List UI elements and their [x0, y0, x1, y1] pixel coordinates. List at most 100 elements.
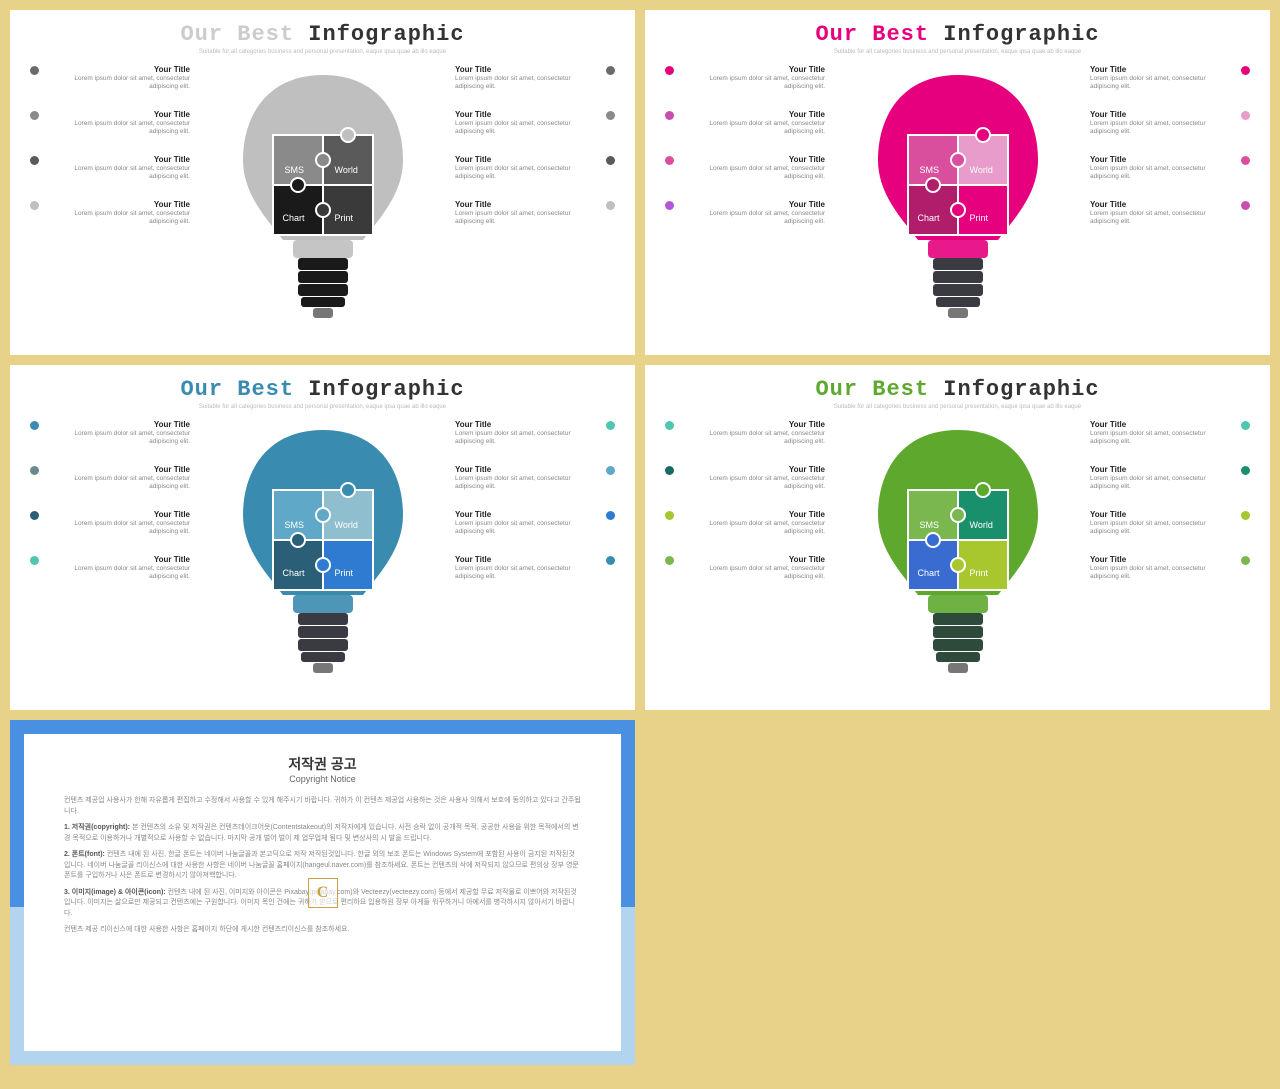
lightbulb-graphic: SMS World Chart Print: [223, 420, 423, 690]
info-item: Your Title Lorem ipsum dolor sit amet, c…: [455, 65, 615, 92]
item-body: Lorem ipsum dolor sit amet, consectetur …: [45, 120, 190, 137]
item-body: Lorem ipsum dolor sit amet, consectetur …: [680, 165, 825, 182]
item-title: Your Title: [455, 510, 600, 519]
item-title: Your Title: [680, 110, 825, 119]
bullet-dot: [606, 201, 615, 210]
bullet-dot: [665, 201, 674, 210]
info-item: Your Title Lorem ipsum dolor sit amet, c…: [30, 555, 190, 582]
item-body: Lorem ipsum dolor sit amet, consectetur …: [455, 75, 600, 92]
bullet-dot: [606, 421, 615, 430]
info-item: Your Title Lorem ipsum dolor sit amet, c…: [455, 200, 615, 227]
item-title: Your Title: [455, 555, 600, 564]
item-body: Lorem ipsum dolor sit amet, consectetur …: [455, 520, 600, 537]
bullet-dot: [665, 511, 674, 520]
puzzle-label: Chart: [918, 213, 940, 223]
item-body: Lorem ipsum dolor sit amet, consectetur …: [455, 475, 600, 492]
bullet-dot: [665, 111, 674, 120]
info-item: Your Title Lorem ipsum dolor sit amet, c…: [30, 65, 190, 92]
lightbulb-graphic: SMS World Chart Print: [858, 420, 1058, 690]
item-title: Your Title: [1090, 510, 1235, 519]
info-item: Your Title Lorem ipsum dolor sit amet, c…: [665, 510, 825, 537]
info-item: Your Title Lorem ipsum dolor sit amet, c…: [455, 155, 615, 182]
item-body: Lorem ipsum dolor sit amet, consectetur …: [1090, 120, 1235, 137]
info-item: Your Title Lorem ipsum dolor sit amet, c…: [1090, 65, 1250, 92]
copyright-title: 저작권 공고: [64, 754, 581, 774]
left-column: Your Title Lorem ipsum dolor sit amet, c…: [30, 65, 190, 227]
item-body: Lorem ipsum dolor sit amet, consectetur …: [1090, 75, 1235, 92]
item-body: Lorem ipsum dolor sit amet, consectetur …: [1090, 430, 1235, 447]
bullet-dot: [1241, 156, 1250, 165]
item-title: Your Title: [45, 155, 190, 164]
item-body: Lorem ipsum dolor sit amet, consectetur …: [45, 210, 190, 227]
item-title: Your Title: [45, 465, 190, 474]
infographic-slide: Our Best Infographic Suitable for all ca…: [10, 365, 635, 710]
item-body: Lorem ipsum dolor sit amet, consectetur …: [45, 75, 190, 92]
item-body: Lorem ipsum dolor sit amet, consectetur …: [455, 165, 600, 182]
item-body: Lorem ipsum dolor sit amet, consectetur …: [680, 75, 825, 92]
bullet-dot: [30, 466, 39, 475]
bullet-dot: [1241, 66, 1250, 75]
item-body: Lorem ipsum dolor sit amet, consectetur …: [680, 565, 825, 582]
puzzle-label: World: [970, 520, 993, 530]
item-title: Your Title: [680, 555, 825, 564]
item-title: Your Title: [1090, 420, 1235, 429]
item-body: Lorem ipsum dolor sit amet, consectetur …: [455, 210, 600, 227]
info-item: Your Title Lorem ipsum dolor sit amet, c…: [30, 155, 190, 182]
right-column: Your Title Lorem ipsum dolor sit amet, c…: [1090, 65, 1250, 227]
item-body: Lorem ipsum dolor sit amet, consectetur …: [1090, 520, 1235, 537]
left-column: Your Title Lorem ipsum dolor sit amet, c…: [665, 65, 825, 227]
puzzle-label: Print: [335, 568, 354, 578]
puzzle-label: SMS: [285, 520, 305, 530]
item-body: Lorem ipsum dolor sit amet, consectetur …: [1090, 565, 1235, 582]
info-item: Your Title Lorem ipsum dolor sit amet, c…: [665, 65, 825, 92]
info-item: Your Title Lorem ipsum dolor sit amet, c…: [665, 465, 825, 492]
item-title: Your Title: [45, 65, 190, 74]
info-item: Your Title Lorem ipsum dolor sit amet, c…: [1090, 110, 1250, 137]
puzzle-label: Print: [970, 568, 989, 578]
bullet-dot: [30, 201, 39, 210]
item-title: Your Title: [455, 65, 600, 74]
slide-title: Our Best Infographic: [645, 377, 1270, 402]
info-item: Your Title Lorem ipsum dolor sit amet, c…: [665, 200, 825, 227]
item-title: Your Title: [455, 155, 600, 164]
info-item: Your Title Lorem ipsum dolor sit amet, c…: [1090, 200, 1250, 227]
puzzle-label: World: [335, 520, 358, 530]
item-body: Lorem ipsum dolor sit amet, consectetur …: [1090, 210, 1235, 227]
info-item: Your Title Lorem ipsum dolor sit amet, c…: [455, 465, 615, 492]
item-body: Lorem ipsum dolor sit amet, consectetur …: [680, 475, 825, 492]
item-title: Your Title: [455, 465, 600, 474]
item-body: Lorem ipsum dolor sit amet, consectetur …: [680, 520, 825, 537]
item-title: Your Title: [680, 200, 825, 209]
info-item: Your Title Lorem ipsum dolor sit amet, c…: [455, 510, 615, 537]
copyright-slide: 저작권 공고 Copyright Notice 컨텐츠 제공업 사용사가 한해 …: [10, 720, 635, 1065]
item-title: Your Title: [1090, 200, 1235, 209]
info-item: Your Title Lorem ipsum dolor sit amet, c…: [665, 155, 825, 182]
info-item: Your Title Lorem ipsum dolor sit amet, c…: [455, 110, 615, 137]
item-title: Your Title: [680, 420, 825, 429]
puzzle-label: Print: [335, 213, 354, 223]
copyright-subtitle: Copyright Notice: [64, 774, 581, 784]
puzzle-label: Print: [970, 213, 989, 223]
item-title: Your Title: [680, 65, 825, 74]
bullet-dot: [30, 156, 39, 165]
info-item: Your Title Lorem ipsum dolor sit amet, c…: [30, 420, 190, 447]
bullet-dot: [606, 156, 615, 165]
bullet-dot: [665, 421, 674, 430]
item-title: Your Title: [45, 200, 190, 209]
item-body: Lorem ipsum dolor sit amet, consectetur …: [1090, 475, 1235, 492]
item-title: Your Title: [1090, 155, 1235, 164]
bullet-dot: [1241, 556, 1250, 565]
bullet-dot: [1241, 466, 1250, 475]
right-column: Your Title Lorem ipsum dolor sit amet, c…: [455, 65, 615, 227]
item-body: Lorem ipsum dolor sit amet, consectetur …: [45, 475, 190, 492]
puzzle-label: SMS: [920, 165, 940, 175]
bullet-dot: [606, 511, 615, 520]
bullet-dot: [30, 511, 39, 520]
item-body: Lorem ipsum dolor sit amet, consectetur …: [45, 520, 190, 537]
bullet-dot: [665, 556, 674, 565]
info-item: Your Title Lorem ipsum dolor sit amet, c…: [30, 465, 190, 492]
puzzle-label: SMS: [285, 165, 305, 175]
bullet-dot: [606, 66, 615, 75]
item-body: Lorem ipsum dolor sit amet, consectetur …: [680, 430, 825, 447]
item-title: Your Title: [45, 110, 190, 119]
